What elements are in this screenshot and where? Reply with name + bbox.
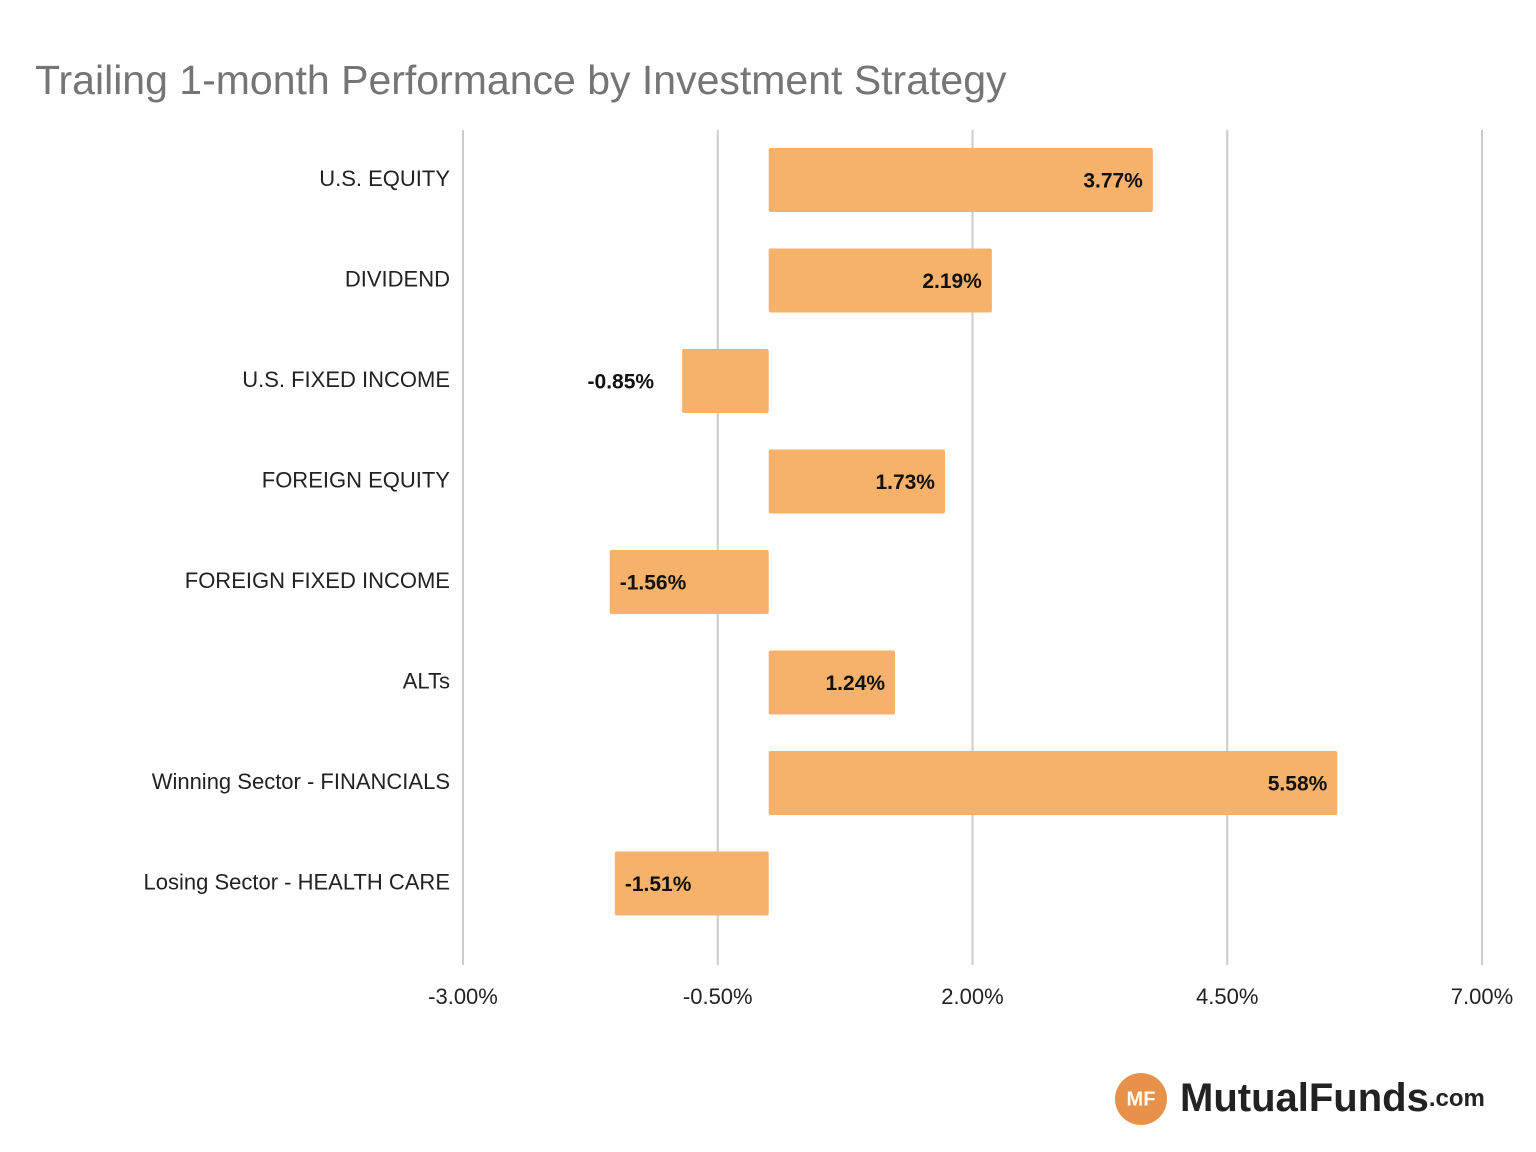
bar — [768, 751, 1338, 815]
value-label: -0.85% — [588, 371, 655, 394]
bar — [768, 148, 1153, 212]
logo: MF MutualFunds.com — [1115, 1073, 1485, 1125]
y-tick-label: FOREIGN EQUITY — [262, 467, 451, 492]
value-label: 5.58% — [1268, 773, 1328, 796]
chart-title: Trailing 1-month Performance by Investme… — [35, 57, 1007, 103]
bar — [609, 550, 769, 614]
bar — [614, 851, 769, 916]
value-label: -1.56% — [620, 572, 687, 595]
value-label: 3.77% — [1083, 170, 1143, 193]
x-tick-label: 7.00% — [1451, 984, 1513, 1009]
bar — [768, 650, 896, 715]
bar — [768, 248, 992, 313]
x-tick-label: 2.00% — [941, 984, 1003, 1009]
y-tick-label: U.S. FIXED INCOME — [242, 367, 450, 392]
x-tick-label: -3.00% — [428, 984, 498, 1009]
y-tick-label: FOREIGN FIXED INCOME — [185, 568, 450, 593]
y-tick-label: ALTs — [403, 668, 450, 693]
y-tick-label: DIVIDEND — [345, 266, 450, 291]
x-tick-label: -0.50% — [683, 984, 753, 1009]
value-label: 2.19% — [922, 270, 982, 293]
value-label: -1.51% — [625, 873, 692, 896]
logo-circle — [1115, 1073, 1167, 1125]
bar — [768, 449, 945, 514]
logo-name-main: MutualFunds — [1180, 1076, 1429, 1120]
y-tick-label: Losing Sector - HEALTH CARE — [144, 869, 450, 894]
value-label: 1.24% — [826, 672, 886, 695]
logo-suffix: .com — [1429, 1085, 1485, 1112]
logo-name: MutualFunds.com — [1180, 1076, 1485, 1120]
y-tick-label: U.S. EQUITY — [319, 166, 450, 191]
y-tick-label: Winning Sector - FINANCIALS — [152, 769, 450, 794]
x-tick-label: 4.50% — [1196, 984, 1258, 1009]
value-label: 1.73% — [875, 471, 935, 494]
bar — [682, 349, 769, 413]
logo-badge: MF — [1127, 1088, 1156, 1110]
